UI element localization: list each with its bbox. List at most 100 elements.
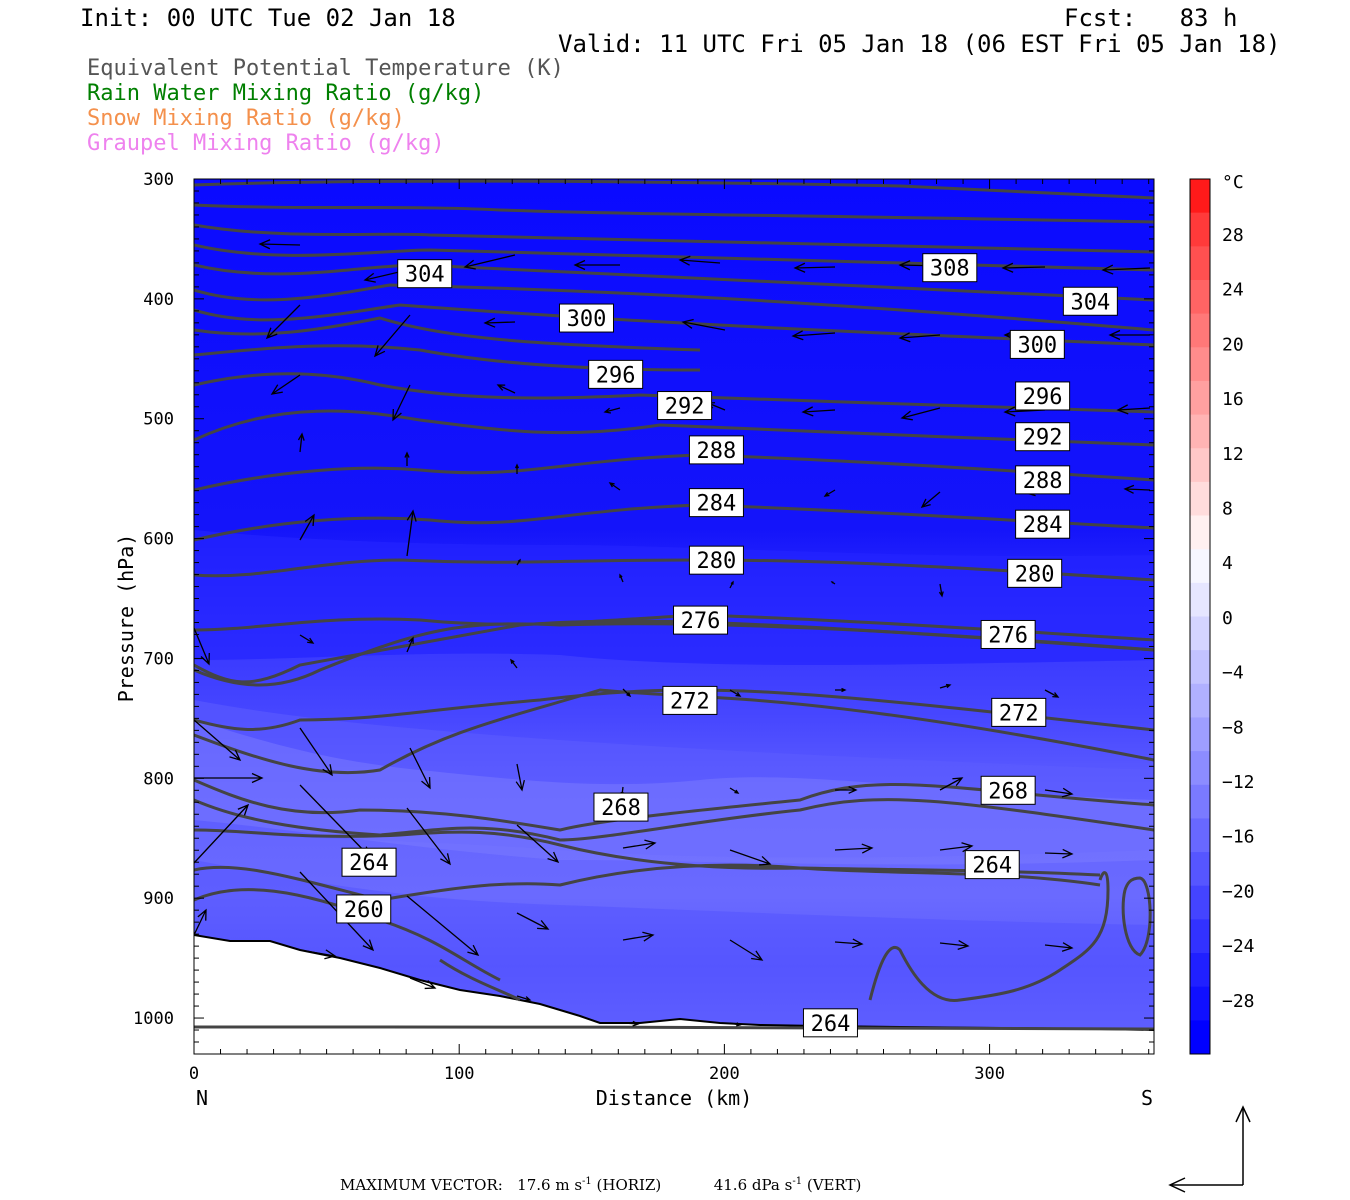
theta-e-label-box [802, 1008, 858, 1038]
wind-vector [1001, 262, 1046, 273]
y-tick-label: 500 [143, 410, 174, 430]
wind-vector [299, 513, 315, 541]
colorbar-tick-label: 0 [1222, 608, 1233, 629]
colorbar-tick-label: −20 [1222, 881, 1255, 902]
terrain [194, 935, 1154, 1054]
legend-graupel-mixing-ratio: Graupel Mixing Ratio (g/kg) [87, 131, 445, 156]
theta-e-label-box [588, 359, 644, 389]
colorbar-tick-label: −24 [1222, 936, 1255, 957]
colorbar-tick-label: 16 [1222, 389, 1244, 410]
axis-ticks: 300 400 500 600 700 800 900 1000 0 100 200 300 [133, 170, 1154, 1084]
theta-e-contours [194, 179, 1154, 1031]
wind-vector [622, 931, 655, 942]
vert-suffix: (VERT) [802, 1176, 862, 1194]
theta-e-contour [194, 863, 1101, 902]
forecast-hour: Fcst: 83 h [1064, 4, 1237, 32]
theta-e-contour [194, 1025, 1154, 1031]
init-time: Init: 00 UTC Tue 02 Jan 18 [80, 4, 456, 32]
y-tick-label: 700 [143, 649, 174, 669]
theta-e-label-text: 308 [930, 257, 970, 282]
wind-vector [299, 634, 315, 644]
colorbar-segment [1190, 852, 1210, 887]
colorbar-segment [1190, 751, 1210, 786]
theta-e-label-text: 272 [999, 701, 1039, 726]
wind-vectors [194, 239, 1151, 1027]
wind-vector [299, 727, 333, 777]
wind-vector [830, 581, 836, 585]
wind-vector [1116, 404, 1151, 415]
theta-e-contour [194, 316, 701, 352]
legend-rain-water-mixing-ratio: Rain Water Mixing Ratio (g/kg) [87, 81, 485, 106]
wind-vector [194, 719, 242, 762]
theta-e-label-text: 280 [697, 549, 737, 574]
theta-e-contour [194, 558, 1154, 582]
x-axis-label: Distance (km) [596, 1086, 753, 1110]
colorbar-segment [1190, 616, 1210, 651]
x-tick-label: 0 [189, 1064, 199, 1084]
colorbar-unit: °C [1222, 172, 1244, 193]
wind-vector [1123, 484, 1151, 494]
colorbar-segment [1190, 650, 1210, 685]
x-endpoint-north: N [196, 1086, 208, 1110]
wind-vector [404, 451, 410, 466]
theta-e-contour [868, 871, 1110, 1002]
theta-e-label-box [688, 545, 744, 575]
legend-equivalent-potential-temperature: Equivalent Potential Temperature (K) [87, 56, 564, 81]
theta-e-label-box [922, 253, 978, 283]
wind-vector [373, 314, 411, 358]
colorbar-segment [1190, 784, 1210, 819]
colorbar-segment [1190, 481, 1210, 517]
theta-e-contour [1121, 876, 1152, 957]
wind-vector [516, 995, 532, 1002]
wind-vector [406, 509, 417, 557]
colorbar-segment [1190, 582, 1210, 617]
theta-e-label: 296 [1015, 381, 1071, 411]
theta-e-label-text: 304 [1070, 290, 1110, 315]
theta-e-label-text: 296 [1023, 385, 1063, 410]
vert-exponent: -1 [792, 1176, 803, 1187]
theta-e-label-text: 296 [596, 363, 636, 388]
wind-vector [406, 807, 451, 866]
colorbar-segment [1190, 380, 1210, 416]
wind-vector [619, 573, 624, 583]
theta-e-contour [194, 503, 1154, 542]
temperature-colorbar: 28 24 20 16 12 8 4 0 −4 −8 −12 −16 −20 −24 −28 [1189, 178, 1255, 1055]
wind-vector [463, 254, 516, 270]
wind-vector [496, 384, 516, 394]
wind-vector [1101, 264, 1151, 275]
wind-vector [729, 939, 764, 961]
y-tick-label: 1000 [133, 1009, 174, 1029]
wind-vector [939, 777, 964, 791]
theta-e-labels: 304 308 304 300 300 296 296 292 292 288 288 284 284 2… [336, 253, 1118, 1038]
theta-e-label: 264 [964, 850, 1020, 880]
theta-e-label-box [336, 894, 392, 924]
colorbar-segment [1190, 212, 1210, 247]
theta-e-label: 300 [558, 303, 614, 333]
wind-vector [194, 803, 250, 864]
colorbar-segment [1190, 347, 1210, 382]
theta-e-label-box [991, 697, 1047, 727]
theta-e-label: 268 [980, 775, 1036, 805]
theta-e-label: 284 [688, 488, 744, 518]
horiz-suffix: (HORIZ) [591, 1176, 662, 1194]
wind-vector [392, 384, 411, 422]
colorbar-segment [1190, 414, 1210, 449]
theta-e-contour [194, 622, 1154, 687]
legend-snow-mixing-ratio: Snow Mixing Ratio (g/kg) [87, 106, 405, 131]
wind-vector [258, 239, 301, 250]
x-tick-label: 100 [444, 1064, 475, 1084]
theta-e-label-box [657, 391, 713, 421]
colorbar-tick-label: 12 [1222, 444, 1244, 465]
theta-e-label-text: 288 [1023, 469, 1063, 494]
wind-vector [194, 908, 207, 936]
wind-vector [791, 330, 836, 341]
wind-vector [920, 491, 941, 509]
colorbar-segment [1190, 448, 1210, 483]
theta-e-label-box [662, 685, 718, 715]
colorbar-segment [1190, 953, 1210, 988]
wind-vector [729, 849, 772, 866]
theta-e-label-text: 260 [344, 898, 384, 923]
theta-e-label-box [980, 619, 1036, 649]
colorbar-tick-label: 20 [1222, 334, 1244, 355]
y-tick-label: 900 [143, 889, 174, 909]
